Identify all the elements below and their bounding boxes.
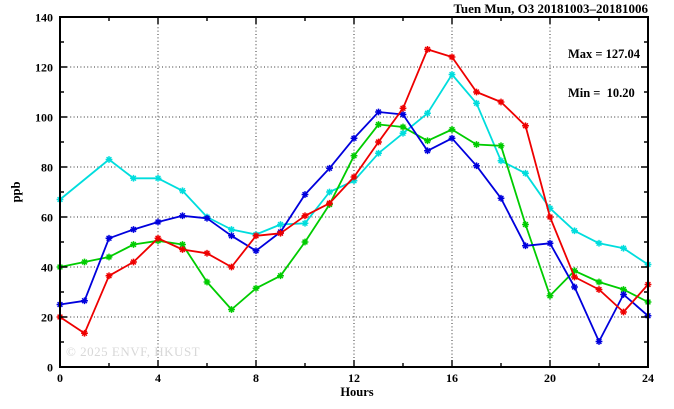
x-tick-label: 8 <box>253 371 259 385</box>
max-min-stats: Max = 127.04 Min = 10.20 <box>568 22 640 126</box>
plot-frame <box>59 16 649 368</box>
x-tick-label: 24 <box>642 371 654 385</box>
x-tick-label: 4 <box>155 371 161 385</box>
x-tick-label: 16 <box>446 371 458 385</box>
x-axis-label: Hours <box>340 385 373 399</box>
min-value-label: Min = 10.20 <box>567 86 635 100</box>
y-axis-label: ppb <box>9 182 23 203</box>
y-tick-label: 140 <box>35 11 53 25</box>
max-value-label: Max = 127.04 <box>567 47 640 61</box>
x-tick-label: 20 <box>544 371 556 385</box>
tick-marks <box>59 16 649 368</box>
y-tick-label: 20 <box>41 311 53 325</box>
watermark: © 2025 ENVF, HKUST <box>66 344 201 359</box>
y-tick-label: 100 <box>35 111 53 125</box>
y-tick-label: 40 <box>41 261 53 275</box>
series-line-cyan-day <box>59 73 649 266</box>
chart-title: Tuen Mun, O3 20181003–20181006 <box>453 1 648 16</box>
y-tick-label: 60 <box>41 211 53 225</box>
tick-label-layer: 0 20 40 60 80 100 120 140 0 4 8 12 16 20 24 <box>35 11 654 386</box>
tick-layer <box>59 16 649 368</box>
y-tick-label: 0 <box>47 361 53 375</box>
x-tick-label: 0 <box>57 371 63 385</box>
y-tick-label: 80 <box>41 161 53 175</box>
x-tick-label: 12 <box>348 371 360 385</box>
series-layer <box>56 46 652 345</box>
grid-layer <box>60 17 648 367</box>
y-tick-label: 120 <box>35 61 53 75</box>
